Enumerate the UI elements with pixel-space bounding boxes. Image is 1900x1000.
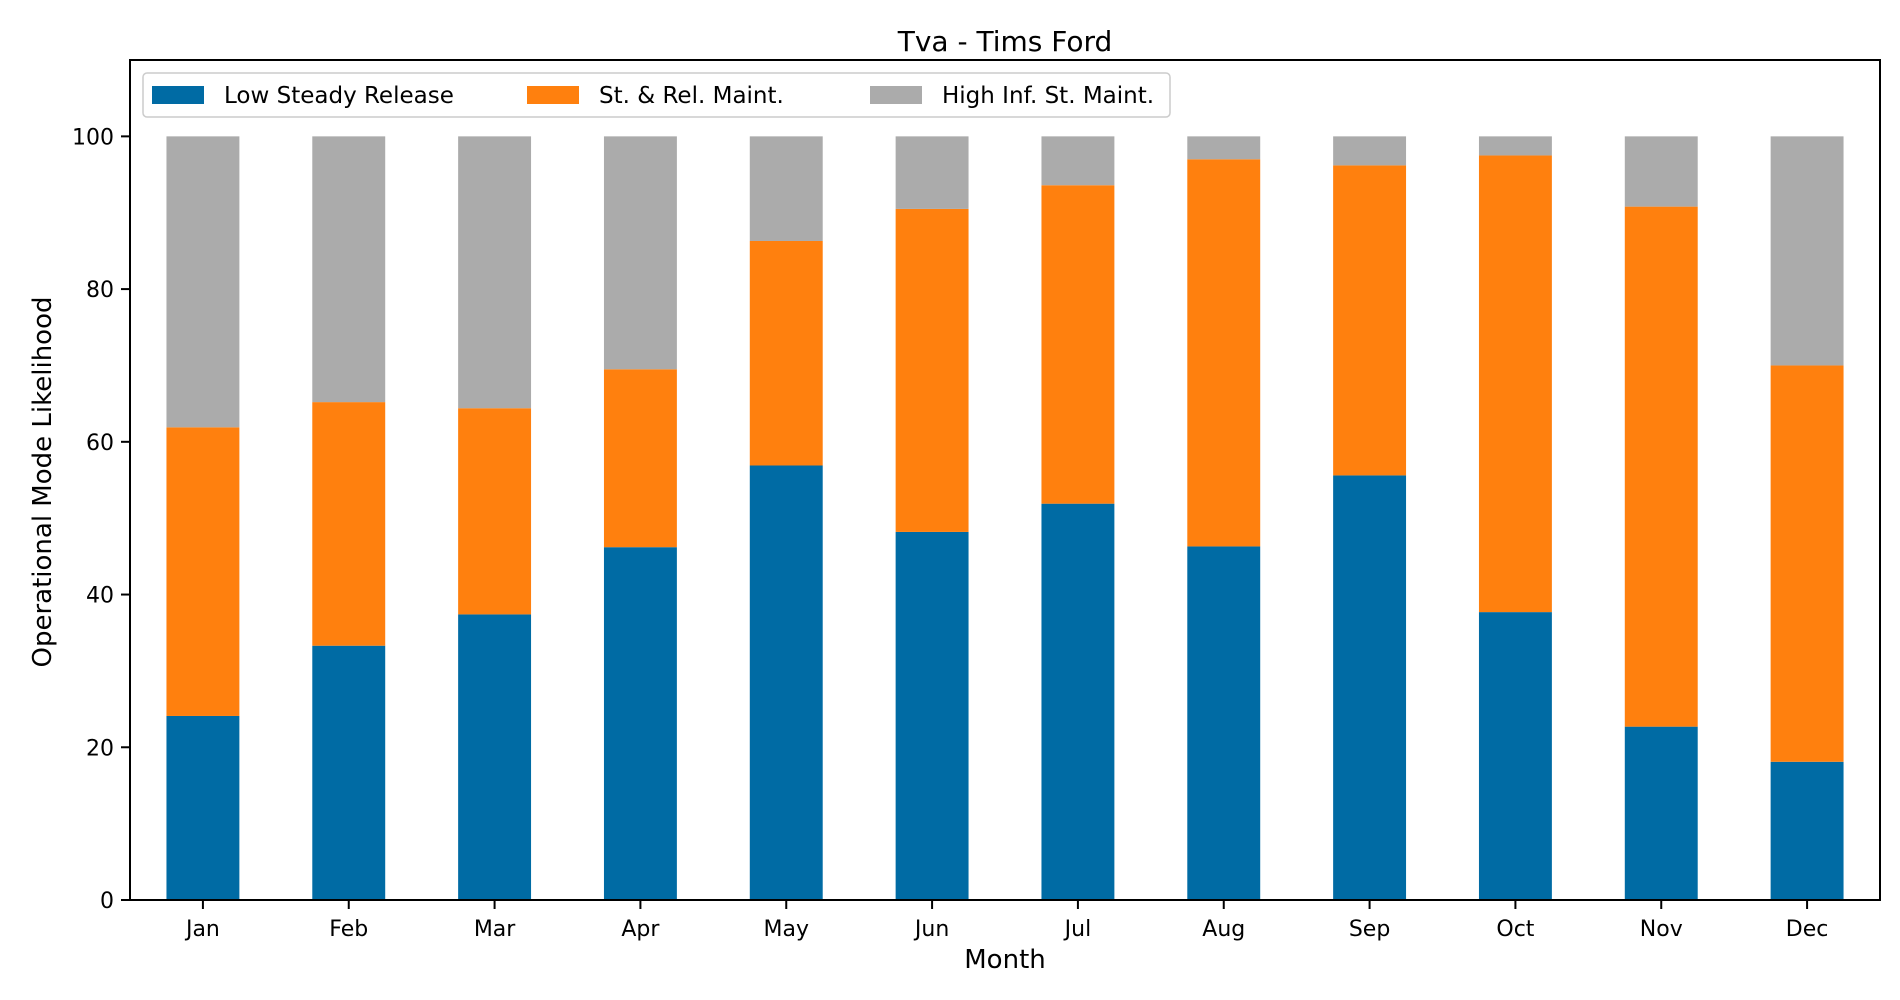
bar-jul-series-0 xyxy=(1041,503,1115,900)
legend-swatch-2 xyxy=(870,86,922,104)
bar-nov-series-1 xyxy=(1624,206,1698,727)
bar-jul-series-1 xyxy=(1041,185,1115,504)
bar-may-series-1 xyxy=(749,240,823,466)
bars-layer xyxy=(166,136,1844,900)
bar-jun-series-1 xyxy=(895,208,969,532)
bar-oct-series-1 xyxy=(1478,155,1552,613)
legend: Low Steady Release St. & Rel. Maint. High … xyxy=(142,72,1171,118)
bar-apr-series-0 xyxy=(603,547,677,900)
legend-swatch-0 xyxy=(152,86,204,104)
bar-feb-series-2 xyxy=(312,136,386,403)
legend-swatch-1 xyxy=(527,86,579,104)
y-tick-label-80: 80 xyxy=(86,278,114,303)
x-tick-label-may: May xyxy=(764,917,809,942)
bar-mar-series-2 xyxy=(458,136,532,409)
bar-dec-series-2 xyxy=(1770,136,1844,366)
x-tick-label-sep: Sep xyxy=(1349,917,1390,942)
bar-jan-series-1 xyxy=(166,427,240,716)
bar-aug-series-2 xyxy=(1187,136,1261,160)
bar-nov-series-0 xyxy=(1624,726,1698,900)
bar-may-series-0 xyxy=(749,465,823,900)
bar-feb-series-1 xyxy=(312,402,386,646)
y-tick-label-20: 20 xyxy=(86,736,114,761)
y-tick-label-60: 60 xyxy=(86,431,114,456)
legend-label-2: High Inf. St. Maint. xyxy=(942,83,1154,109)
y-tick-label-0: 0 xyxy=(100,889,114,914)
axes-layer: Jan Feb Mar Apr May Jun Jul Aug Sep Oct Nov Dec 0 20 4… xyxy=(72,59,1881,942)
bar-apr-series-2 xyxy=(603,136,677,370)
bar-dec-series-1 xyxy=(1770,365,1844,762)
bar-feb-series-0 xyxy=(312,645,386,900)
x-tick-label-jul: Jul xyxy=(1063,917,1092,942)
bar-sep-series-2 xyxy=(1333,136,1407,166)
x-tick-label-mar: Mar xyxy=(474,917,516,942)
bar-aug-series-1 xyxy=(1187,159,1261,547)
bar-jun-series-0 xyxy=(895,531,969,900)
x-tick-label-feb: Feb xyxy=(329,917,368,942)
bar-nov-series-2 xyxy=(1624,136,1698,207)
bar-jan-series-2 xyxy=(166,136,240,428)
x-tick-label-jan: Jan xyxy=(184,917,220,942)
chart-title: Tva - Tims Ford xyxy=(897,25,1113,58)
x-tick-label-apr: Apr xyxy=(621,917,660,942)
y-tick-label-40: 40 xyxy=(86,584,114,609)
x-tick-label-nov: Nov xyxy=(1640,917,1683,942)
bar-jan-series-0 xyxy=(166,715,240,900)
bar-jun-series-2 xyxy=(895,136,969,209)
y-tick-label-100: 100 xyxy=(72,125,114,150)
x-axis-title: Month xyxy=(964,945,1046,975)
bar-sep-series-0 xyxy=(1333,475,1407,900)
legend-label-0: Low Steady Release xyxy=(224,83,454,109)
bar-jul-series-2 xyxy=(1041,136,1115,186)
bar-dec-series-0 xyxy=(1770,761,1844,900)
legend-frame xyxy=(142,72,1171,118)
x-tick-label-jun: Jun xyxy=(913,917,949,942)
bar-sep-series-1 xyxy=(1333,165,1407,476)
x-tick-label-aug: Aug xyxy=(1202,917,1245,942)
x-tick-label-dec: Dec xyxy=(1786,917,1829,942)
x-tick-label-oct: Oct xyxy=(1496,917,1534,942)
bar-oct-series-0 xyxy=(1478,612,1552,900)
y-axis-title: Operational Mode Likelihood xyxy=(28,297,58,668)
bar-may-series-2 xyxy=(749,136,823,241)
bar-mar-series-0 xyxy=(458,614,532,900)
bar-apr-series-1 xyxy=(603,369,677,548)
bar-mar-series-1 xyxy=(458,408,532,615)
bar-aug-series-0 xyxy=(1187,546,1261,900)
bar-oct-series-2 xyxy=(1478,136,1552,156)
legend-label-1: St. & Rel. Maint. xyxy=(599,83,784,109)
plot-frame xyxy=(129,59,1881,901)
